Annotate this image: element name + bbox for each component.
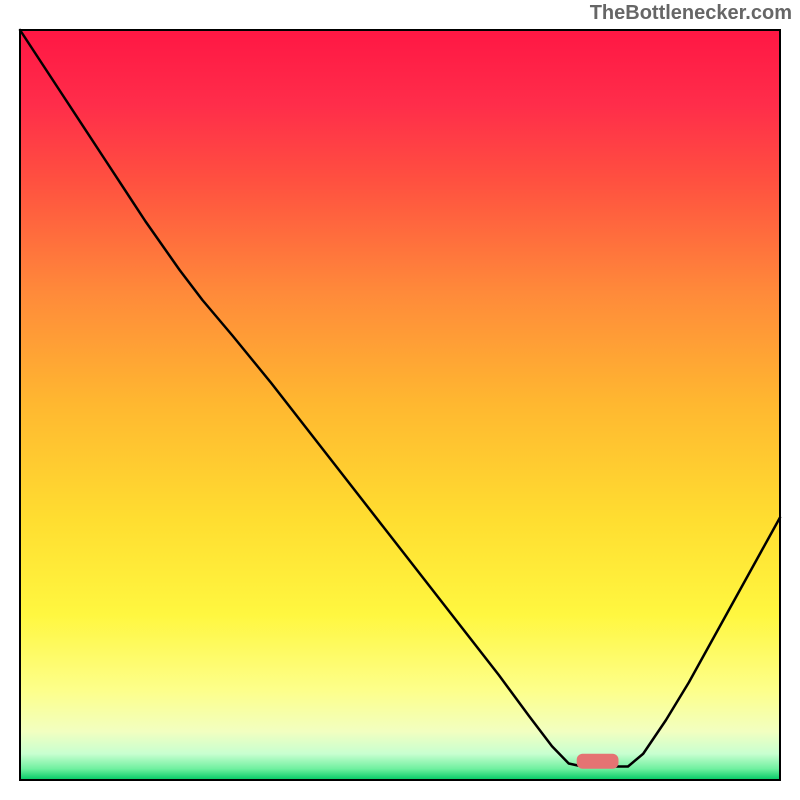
chart-marker bbox=[577, 754, 619, 769]
watermark-text: TheBottlenecker.com bbox=[590, 2, 792, 25]
chart-background bbox=[20, 30, 780, 780]
bottleneck-chart bbox=[0, 0, 800, 800]
